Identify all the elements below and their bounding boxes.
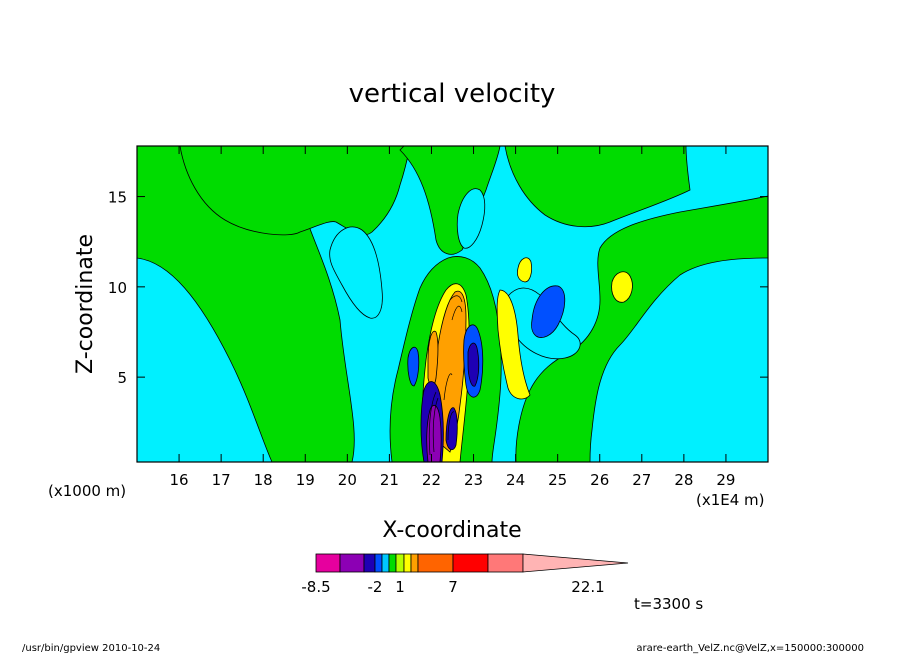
plot-frame [136,145,769,463]
field-green-top-left [179,146,411,236]
field-purple-core [426,404,442,462]
colorbar-swatch [417,553,454,573]
colorbar-swatch [388,553,397,573]
x-axis: 16 17 18 19 20 21 22 23 24 25 26 27 28 29 [170,146,735,489]
x-tick-label: 28 [674,471,693,489]
footer-left: /usr/bin/gpview 2010-10-24 [22,643,160,654]
y-tick-label: 15 [108,189,127,207]
colorbar-arrow [522,553,629,573]
plot-area [136,145,769,463]
field-green-right [515,195,768,462]
field-darkblue-core-2 [445,407,458,451]
x-tick-label: 17 [212,471,231,489]
footer-right: arare-earth_VelZ.nc@VelZ,x=150000:300000 [636,643,864,654]
x-tick-label: 20 [338,471,357,489]
x-tick-label: 21 [380,471,399,489]
field-yellow-small-mid [517,257,533,283]
field-core-contours [428,295,463,456]
colorbar [315,553,629,573]
colorbar-swatch [315,553,341,573]
colorbar-swatch [487,553,524,573]
colorbar-swatch [395,553,405,573]
y-tick-label: 5 [117,369,127,387]
colorbar-swatch [374,553,383,573]
x-tick-label: 26 [590,471,609,489]
colorbar-label: -2 [368,578,383,596]
y-tick-label: 10 [108,279,127,297]
field-yellow-right-arm [496,289,531,400]
field-cyan-pocket-1 [329,226,383,319]
x-tick-label: 16 [170,471,189,489]
x-tick-label: 22 [422,471,441,489]
y-axis-label: Z-coordinate [73,234,98,374]
y-unit-label: (x1000 m) [48,482,126,500]
colorbar-label: 7 [448,578,458,596]
x-tick-label: 25 [548,471,567,489]
colorbar-swatch [403,553,412,573]
colorbar-label: -8.5 [301,578,330,596]
field-green-center-upper [399,146,501,255]
x-tick-label: 23 [464,471,483,489]
x-axis-label: X-coordinate [382,518,521,543]
x-unit-label: (x1E4 m) [696,491,765,509]
x-tick-label: 19 [296,471,315,489]
x-tick-label: 27 [632,471,651,489]
x-tick-label: 29 [716,471,735,489]
field-darkblue-mid [467,342,480,387]
colorbar-labels: -8.5 -2 1 7 22.1 [301,578,604,596]
field-green-upper-right [504,146,691,228]
colorbar-label: 1 [395,578,405,596]
time-label: t=3300 s [634,595,703,613]
field-blue-left [407,346,420,387]
colorbar-swatch [452,553,489,573]
field-cyan-pocket-2 [456,188,486,249]
field-blue-right [531,285,566,338]
colorbar-swatch [339,553,365,573]
y-axis: 5 10 15 [108,189,768,387]
colorbar-swatch [363,553,376,573]
colorbar-swatch [381,553,390,573]
field-yellow-small-right [611,271,633,303]
colorbar-label: 22.1 [571,578,604,596]
chart-title: vertical velocity [349,79,556,109]
x-tick-label: 18 [254,471,273,489]
x-tick-label: 24 [506,471,525,489]
colorbar-swatch [410,553,419,573]
